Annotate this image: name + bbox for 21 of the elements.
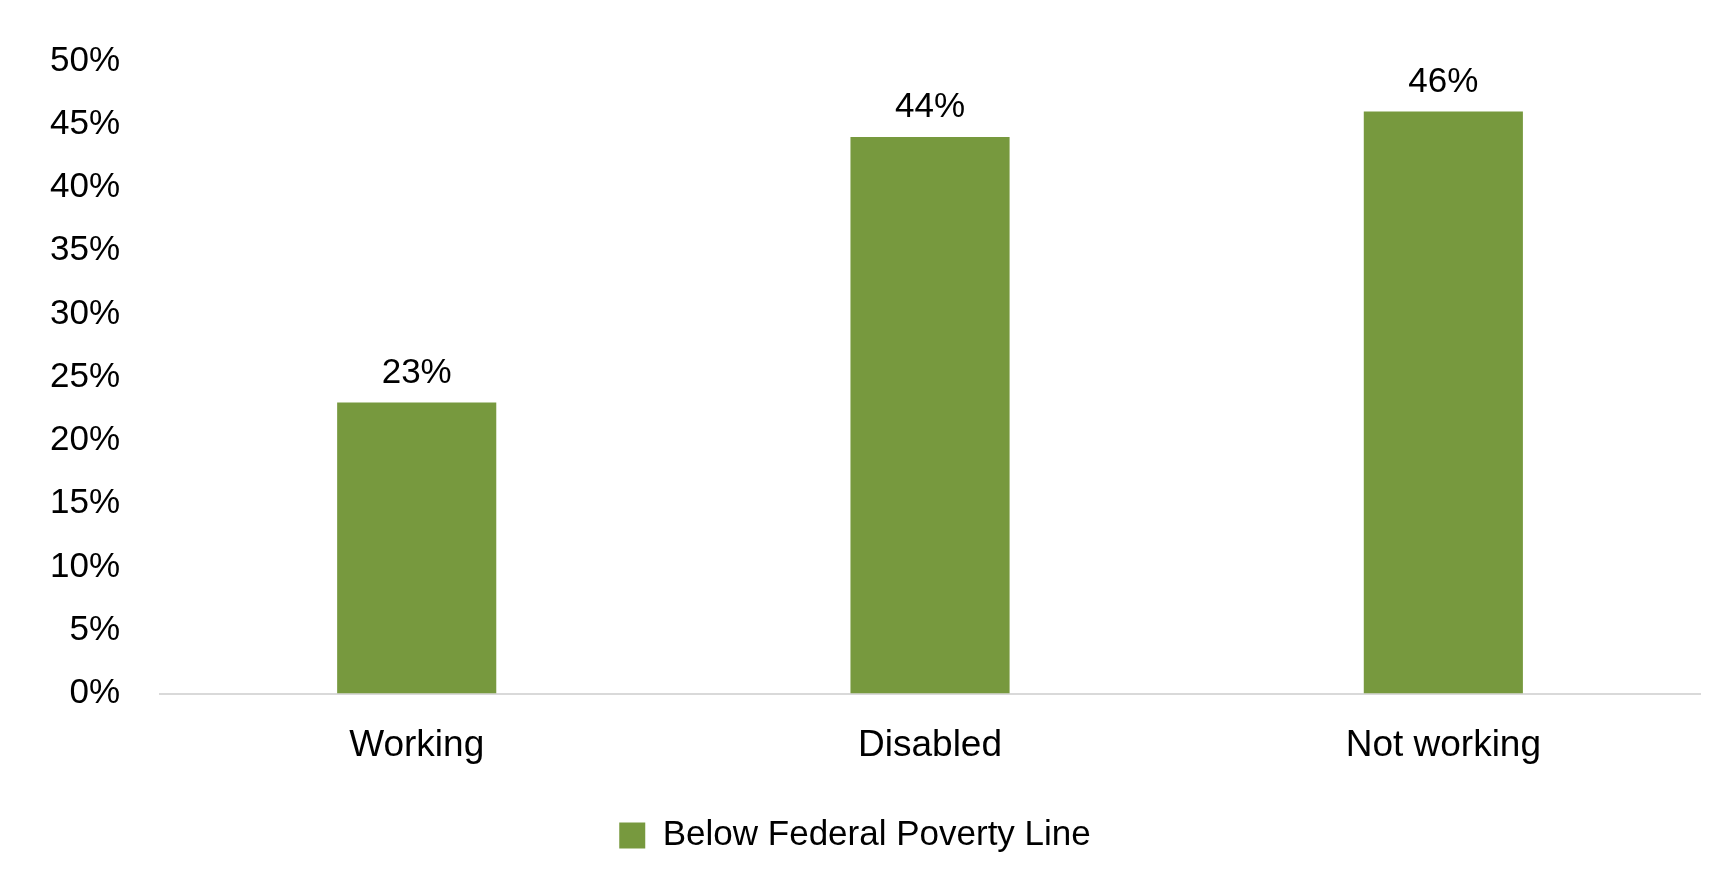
text: 44% bbox=[894, 85, 966, 125]
y-tick-label: 30% bbox=[49, 291, 121, 331]
legend-label: Below Federal Poverty Line bbox=[662, 813, 1091, 853]
bar bbox=[850, 136, 1010, 694]
text: 23% bbox=[381, 350, 452, 390]
x-tick-label: Working bbox=[349, 723, 485, 764]
bar bbox=[337, 402, 497, 694]
y-tick-label: 25% bbox=[49, 354, 121, 394]
text: 46% bbox=[1408, 59, 1479, 99]
y-tick-label: 0% bbox=[69, 671, 121, 711]
y-tick-label: 20% bbox=[49, 418, 121, 458]
y-tick-label: 35% bbox=[49, 228, 121, 268]
y-tick-label: 45% bbox=[49, 101, 121, 141]
x-tick-label: Disabled bbox=[858, 723, 1003, 764]
y-tick-label: 5% bbox=[69, 608, 121, 647]
bar bbox=[1363, 111, 1523, 694]
y-tick-label: 50% bbox=[49, 38, 121, 78]
y-tick-label: 40% bbox=[49, 165, 121, 205]
y-tick-label: 10% bbox=[49, 544, 121, 584]
x-tick-label: Not working bbox=[1345, 723, 1542, 764]
y-tick-label: 15% bbox=[49, 481, 121, 521]
